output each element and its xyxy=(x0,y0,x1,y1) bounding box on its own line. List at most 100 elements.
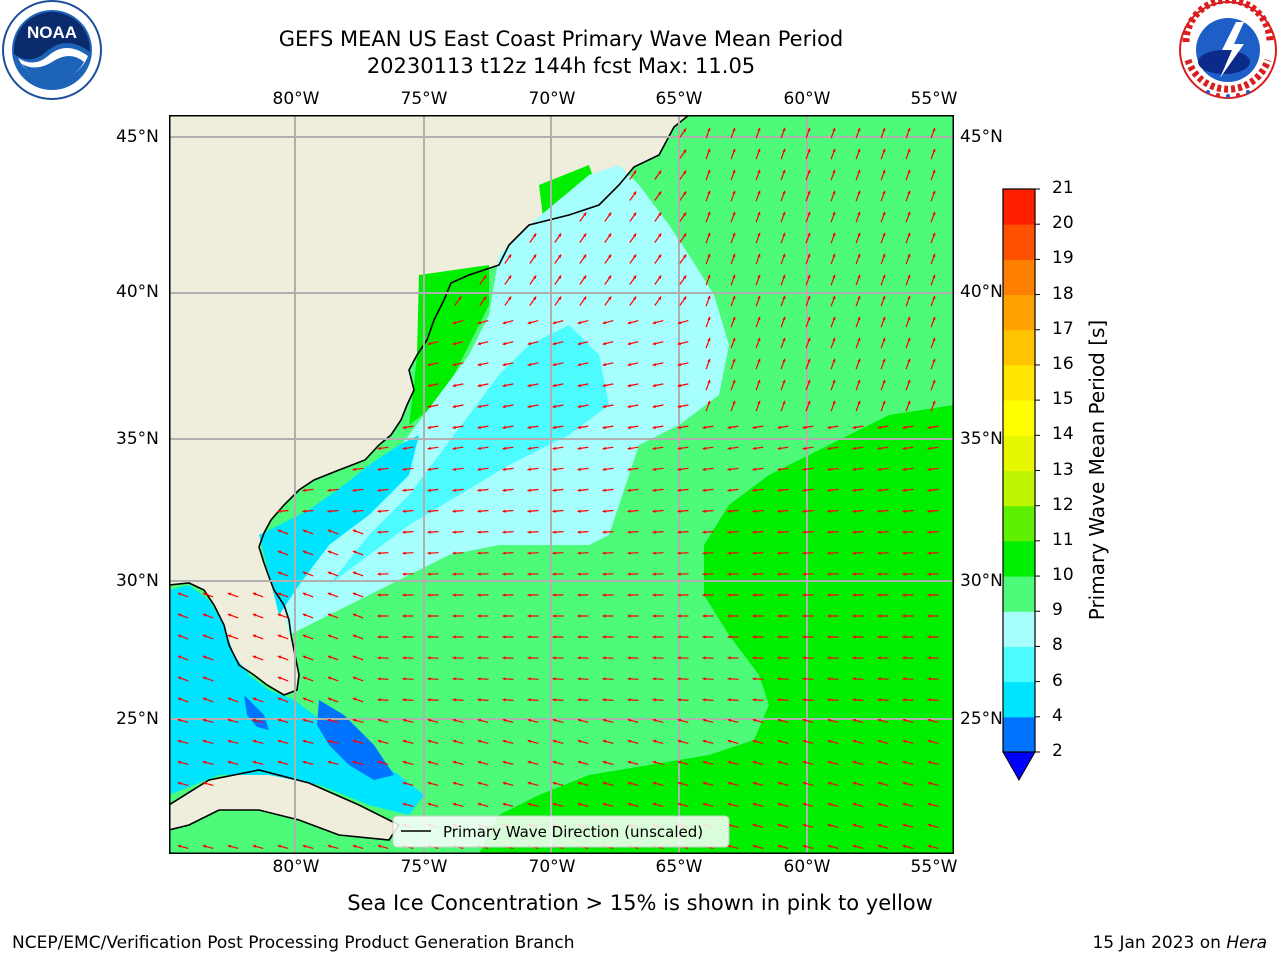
wave-arrow-head xyxy=(577,383,581,388)
wave-arrow-head xyxy=(552,614,556,618)
wave-arrow-head xyxy=(677,341,681,346)
wave-arrow-head xyxy=(652,530,656,534)
wave-arrow-head xyxy=(852,656,856,660)
wave-arrow-head xyxy=(277,529,282,533)
wave-arrow-head xyxy=(352,509,356,513)
wave-arrow-head xyxy=(352,550,357,554)
lon-label-top: 75°W xyxy=(400,89,448,109)
colorbar-block xyxy=(1003,681,1035,718)
wave-arrow-head xyxy=(227,634,232,638)
colorbar-tick-label: 15 xyxy=(1052,389,1074,410)
wave-arrow-head xyxy=(552,656,556,660)
wave-arrow-head xyxy=(327,760,332,764)
wave-arrow-head xyxy=(427,341,431,346)
wave-arrow-head xyxy=(502,341,506,346)
wave-arrow-head xyxy=(827,677,831,681)
wave-arrow-head xyxy=(702,488,706,492)
wave-arrow-head xyxy=(302,676,307,680)
lat-label-left: 45°N xyxy=(116,127,159,147)
wave-arrow-head xyxy=(807,211,811,216)
wave-arrow-head xyxy=(277,718,282,722)
wave-arrow-head xyxy=(902,572,906,576)
colorbar-block xyxy=(1003,329,1035,366)
wave-arrow-head xyxy=(633,170,637,174)
wave-arrow-head xyxy=(352,613,357,617)
wave-arrow-head xyxy=(608,212,612,216)
wave-arrow-head xyxy=(852,677,856,681)
wave-arrow-head xyxy=(907,379,911,384)
wave-arrow-head xyxy=(427,635,431,639)
wave-arrow-head xyxy=(477,781,482,785)
wave-arrow-head xyxy=(352,592,357,596)
wave-arrow-head xyxy=(377,739,382,743)
wave-arrow-head xyxy=(807,316,811,321)
wave-arrow-head xyxy=(652,362,656,367)
wave-arrow-head xyxy=(877,760,882,764)
wave-arrow-head xyxy=(577,551,581,555)
wave-arrow-head xyxy=(782,400,786,405)
lat-label-left: 30°N xyxy=(116,571,159,591)
wave-arrow-head xyxy=(927,656,931,660)
wave-arrow-head xyxy=(533,233,537,237)
wave-arrow-head xyxy=(832,337,836,342)
colorbar-tick-label: 2 xyxy=(1052,741,1063,761)
wave-arrow-head xyxy=(757,358,761,363)
wave-arrow-head xyxy=(757,190,761,195)
wave-arrow-head xyxy=(807,295,811,300)
wave-arrow-head xyxy=(852,760,857,764)
wave-arrow-head xyxy=(827,467,831,471)
wave-arrow-head xyxy=(832,274,836,279)
wave-arrow-head xyxy=(827,509,831,513)
wave-arrow-head xyxy=(902,823,907,827)
wave-arrow-head xyxy=(527,488,531,492)
wave-arrow-head xyxy=(502,656,506,660)
wave-arrow-head xyxy=(802,802,807,806)
wave-arrow-head xyxy=(627,488,631,492)
wave-arrow-head xyxy=(577,781,582,785)
wave-arrow-head xyxy=(652,551,656,555)
wave-arrow-head xyxy=(902,467,906,471)
wave-arrow-head xyxy=(252,613,257,617)
wave-arrow-head xyxy=(757,379,761,384)
wave-arrow-head xyxy=(832,148,836,153)
wave-arrow-head xyxy=(927,635,931,639)
wave-arrow-head xyxy=(702,635,706,639)
wave-arrow-head xyxy=(652,446,656,450)
wave-arrow-head xyxy=(252,844,257,848)
wave-arrow-head xyxy=(302,488,306,492)
wave-arrow-head xyxy=(277,592,282,596)
wave-arrow-head xyxy=(552,739,557,743)
wave-arrow-head xyxy=(402,467,406,471)
wave-arrow-head xyxy=(707,316,711,321)
wave-arrow-head xyxy=(852,425,856,430)
wave-arrow-head xyxy=(777,509,781,513)
lat-label-left: 40°N xyxy=(116,282,159,302)
wave-arrow-head xyxy=(527,572,531,576)
wave-arrow-head xyxy=(502,551,506,555)
wave-arrow-head xyxy=(777,593,781,597)
wave-arrow-head xyxy=(352,718,357,722)
wave-arrow-head xyxy=(907,211,911,216)
wave-arrow-head xyxy=(752,718,757,722)
wave-arrow-head xyxy=(427,677,431,681)
wave-arrow-head xyxy=(627,760,632,764)
wave-arrow-head xyxy=(177,592,182,596)
wave-arrow-head xyxy=(627,551,631,555)
wave-arrow-head xyxy=(527,362,531,367)
wave-arrow-head xyxy=(527,760,532,764)
wave-arrow-head xyxy=(327,550,332,554)
wave-arrow-head xyxy=(502,509,506,513)
wave-arrow-head xyxy=(177,760,182,764)
wave-arrow-head xyxy=(757,274,761,279)
wave-arrow-head xyxy=(877,698,881,702)
wave-arrow-head xyxy=(752,509,756,513)
wave-arrow-head xyxy=(877,572,881,576)
wave-arrow-head xyxy=(777,718,782,722)
wave-arrow-head xyxy=(552,321,557,325)
wave-arrow-head xyxy=(732,295,736,300)
wave-arrow-head xyxy=(732,274,736,279)
colorbar-block xyxy=(1003,294,1035,331)
colorbar-tick-label: 17 xyxy=(1052,318,1074,339)
wave-arrow-head xyxy=(302,592,307,596)
wave-arrow-head xyxy=(683,254,687,258)
